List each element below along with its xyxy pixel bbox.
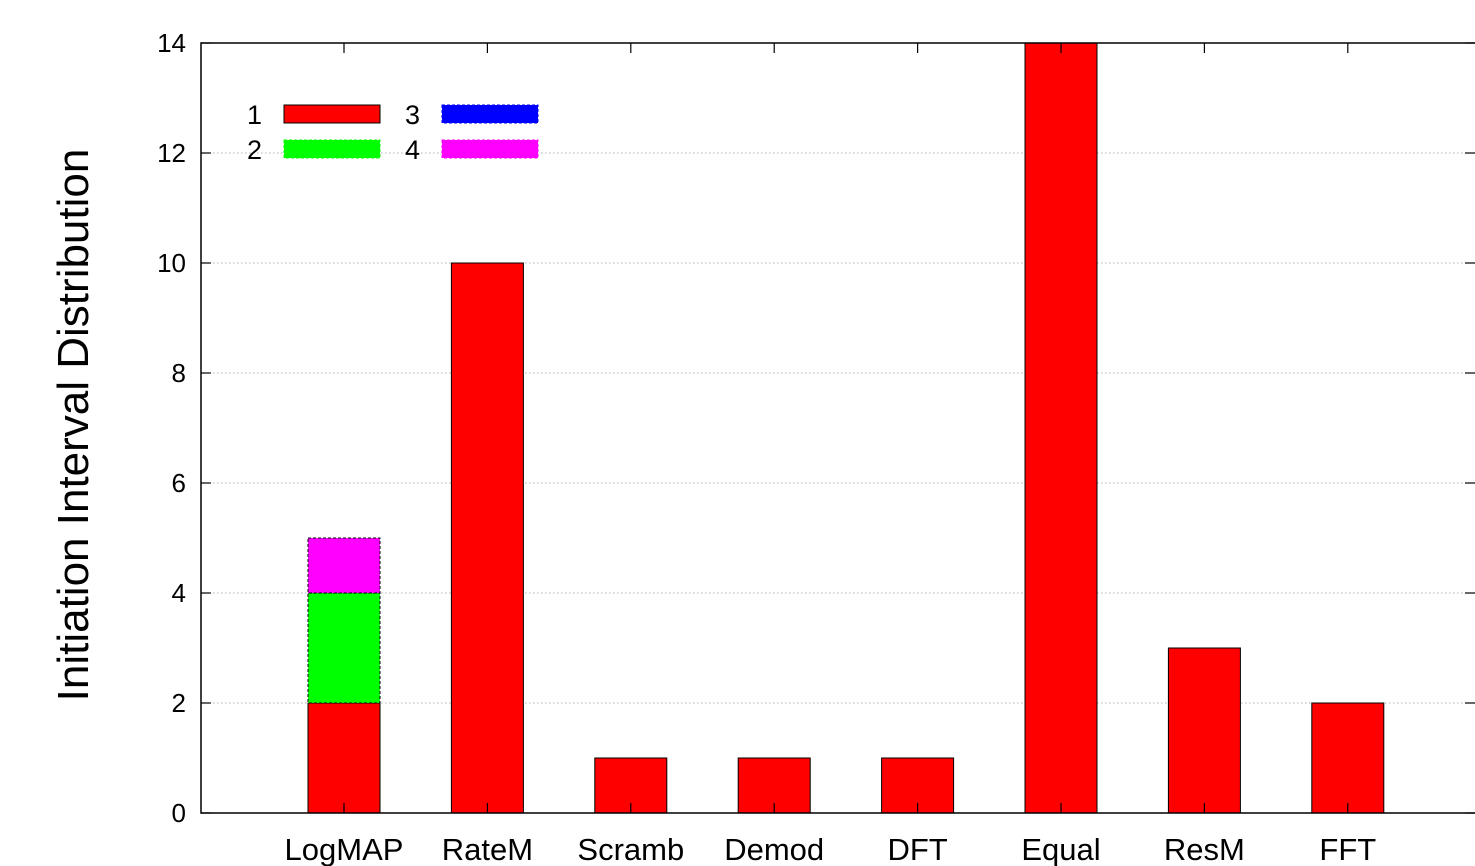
- legend-swatch-1: [283, 104, 381, 124]
- y-tick-label: 2: [172, 688, 186, 718]
- y-tick-label: 6: [172, 468, 186, 498]
- x-tick-label: LogMAP: [285, 832, 404, 866]
- x-tick-label: FFT: [1319, 832, 1376, 866]
- y-tick-label: 14: [157, 28, 186, 58]
- bar-segment-equal-series-1: [1024, 42, 1098, 814]
- x-tick-label: Demod: [724, 832, 824, 866]
- bar-segment-logmap-series-1: [307, 702, 381, 814]
- legend-swatch-2: [283, 139, 381, 159]
- y-tick-label: 8: [172, 358, 186, 388]
- bar-segment-resm-series-1: [1167, 647, 1241, 814]
- x-tick-label: ResM: [1164, 832, 1245, 866]
- x-tick-label: RateM: [442, 832, 533, 866]
- legend-label-3: 3: [405, 100, 420, 130]
- legend-swatch-3: [441, 104, 539, 124]
- bar-segment-ratem-series-1: [450, 262, 524, 814]
- y-tick-label: 0: [172, 798, 186, 828]
- bar-segment-logmap-series-2: [307, 592, 381, 704]
- legend-label-2: 2: [247, 135, 262, 165]
- x-tick-labels: LogMAP RateM Scramb Demod DFT Equal ResM FFT: [285, 832, 1377, 866]
- x-tick-label: Equal: [1021, 832, 1100, 866]
- legend-swatch-4: [441, 139, 539, 159]
- x-tick-label: Scramb: [577, 832, 684, 866]
- axes: [200, 42, 1475, 814]
- y-tick-label: 12: [157, 138, 186, 168]
- legend-label-4: 4: [405, 135, 420, 165]
- bars: [307, 42, 1385, 814]
- legend: 1 2 3 4: [247, 100, 539, 165]
- plot-frame: [200, 42, 1475, 814]
- y-axis-label: Initiation Interval Distribution: [49, 149, 98, 702]
- legend-label-1: 1: [247, 100, 262, 130]
- bar-segment-logmap-series-4: [307, 537, 381, 594]
- x-tick-label: DFT: [887, 832, 947, 866]
- grid-lines: [201, 152, 1475, 704]
- bar-segment-fft-series-1: [1311, 702, 1385, 814]
- y-tick-labels: 0 2 4 6 8 10 12 14: [157, 28, 186, 828]
- y-tick-label: 10: [157, 248, 186, 278]
- y-tick-label: 4: [172, 578, 186, 608]
